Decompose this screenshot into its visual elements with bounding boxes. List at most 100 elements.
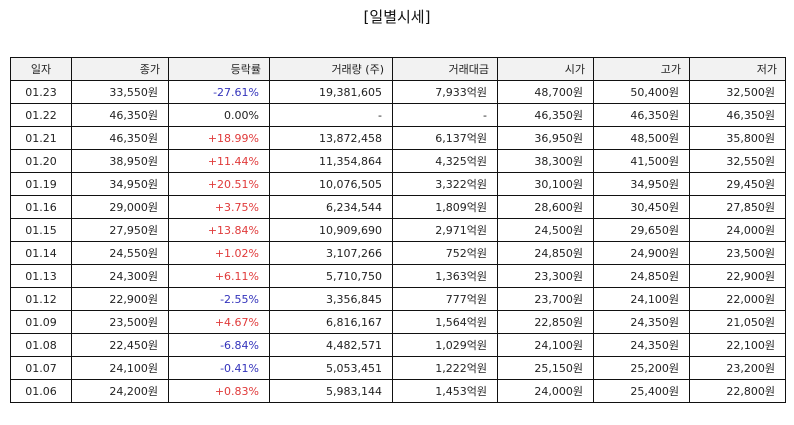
cell-low: 22,900원 bbox=[689, 264, 786, 288]
cell-low: 22,000원 bbox=[689, 287, 786, 311]
cell-date: 01.12 bbox=[10, 287, 72, 311]
cell-high: 48,500원 bbox=[593, 126, 690, 150]
cell-low: 46,350원 bbox=[689, 103, 786, 127]
cell-volume: 4,482,571 bbox=[269, 333, 393, 357]
cell-close: 24,100원 bbox=[71, 356, 169, 380]
cell-change-rate: -6.84% bbox=[168, 333, 270, 357]
cell-open: 23,300원 bbox=[497, 264, 594, 288]
cell-open: 22,850원 bbox=[497, 310, 594, 334]
cell-volume: 10,909,690 bbox=[269, 218, 393, 242]
cell-low: 23,500원 bbox=[689, 241, 786, 265]
cell-volume: 10,076,505 bbox=[269, 172, 393, 196]
cell-trade-value: 777억원 bbox=[392, 287, 498, 311]
cell-high: 24,350원 bbox=[593, 333, 690, 357]
cell-change-rate: +1.02% bbox=[168, 241, 270, 265]
cell-date: 01.06 bbox=[10, 379, 72, 403]
cell-high: 46,350원 bbox=[593, 103, 690, 127]
daily-price-table: 일자 종가 등락률 거래량 (주) 거래대금 시가 고가 저가 01.23 33,… bbox=[10, 57, 786, 403]
cell-date: 01.09 bbox=[10, 310, 72, 334]
cell-volume: 5,053,451 bbox=[269, 356, 393, 380]
column-header-change-rate: 등락률 bbox=[168, 57, 270, 81]
cell-date: 01.21 bbox=[10, 126, 72, 150]
table-row: 01.06 24,200원 +0.83% 5,983,144 1,453억원 24,000… bbox=[10, 379, 786, 403]
table-header-row: 일자 종가 등락률 거래량 (주) 거래대금 시가 고가 저가 bbox=[10, 57, 786, 81]
cell-volume: 3,356,845 bbox=[269, 287, 393, 311]
column-header-open: 시가 bbox=[497, 57, 594, 81]
table-row: 01.23 33,550원 -27.61% 19,381,605 7,933억원 48,7… bbox=[10, 80, 786, 104]
column-header-high: 고가 bbox=[593, 57, 690, 81]
cell-volume: 19,381,605 bbox=[269, 80, 393, 104]
cell-change-rate: +4.67% bbox=[168, 310, 270, 334]
cell-volume: - bbox=[269, 103, 393, 127]
cell-low: 21,050원 bbox=[689, 310, 786, 334]
cell-volume: 5,983,144 bbox=[269, 379, 393, 403]
table-row: 01.22 46,350원 0.00% - -46,350원 46,350원 46,350원 bbox=[10, 103, 786, 127]
cell-volume: 11,354,864 bbox=[269, 149, 393, 173]
table-row: 01.13 24,300원 +6.11% 5,710,750 1,363억원 23,300… bbox=[10, 264, 786, 288]
cell-low: 22,100원 bbox=[689, 333, 786, 357]
cell-close: 23,500원 bbox=[71, 310, 169, 334]
cell-change-rate: -27.61% bbox=[168, 80, 270, 104]
cell-open: 24,850원 bbox=[497, 241, 594, 265]
cell-low: 23,200원 bbox=[689, 356, 786, 380]
table-row: 01.12 22,900원 -2.55% 3,356,845 777억원 23,700원 2… bbox=[10, 287, 786, 311]
cell-high: 34,950원 bbox=[593, 172, 690, 196]
table-row: 01.09 23,500원 +4.67% 6,816,167 1,564억원 22,850… bbox=[10, 310, 786, 334]
cell-trade-value: 2,971억원 bbox=[392, 218, 498, 242]
cell-date: 01.16 bbox=[10, 195, 72, 219]
cell-open: 24,500원 bbox=[497, 218, 594, 242]
cell-volume: 5,710,750 bbox=[269, 264, 393, 288]
column-header-volume: 거래량 (주) bbox=[269, 57, 393, 81]
cell-change-rate: +6.11% bbox=[168, 264, 270, 288]
cell-change-rate: -2.55% bbox=[168, 287, 270, 311]
cell-low: 24,000원 bbox=[689, 218, 786, 242]
cell-trade-value: 1,222억원 bbox=[392, 356, 498, 380]
cell-close: 24,300원 bbox=[71, 264, 169, 288]
column-header-date: 일자 bbox=[10, 57, 72, 81]
cell-open: 28,600원 bbox=[497, 195, 594, 219]
cell-high: 29,650원 bbox=[593, 218, 690, 242]
cell-low: 35,800원 bbox=[689, 126, 786, 150]
cell-volume: 13,872,458 bbox=[269, 126, 393, 150]
cell-trade-value: 1,029억원 bbox=[392, 333, 498, 357]
cell-change-rate: -0.41% bbox=[168, 356, 270, 380]
cell-open: 30,100원 bbox=[497, 172, 594, 196]
cell-high: 24,100원 bbox=[593, 287, 690, 311]
cell-date: 01.15 bbox=[10, 218, 72, 242]
cell-high: 24,900원 bbox=[593, 241, 690, 265]
cell-date: 01.19 bbox=[10, 172, 72, 196]
cell-date: 01.22 bbox=[10, 103, 72, 127]
cell-date: 01.13 bbox=[10, 264, 72, 288]
table-row: 01.15 27,950원 +13.84% 10,909,690 2,971억원 24,5… bbox=[10, 218, 786, 242]
cell-trade-value: 1,363억원 bbox=[392, 264, 498, 288]
cell-trade-value: 6,137억원 bbox=[392, 126, 498, 150]
cell-close: 33,550원 bbox=[71, 80, 169, 104]
cell-open: 36,950원 bbox=[497, 126, 594, 150]
table-row: 01.14 24,550원 +1.02% 3,107,266 752억원 24,850원 2… bbox=[10, 241, 786, 265]
cell-high: 50,400원 bbox=[593, 80, 690, 104]
cell-low: 32,550원 bbox=[689, 149, 786, 173]
cell-change-rate: +0.83% bbox=[168, 379, 270, 403]
cell-trade-value: - bbox=[392, 103, 498, 127]
cell-open: 38,300원 bbox=[497, 149, 594, 173]
cell-close: 34,950원 bbox=[71, 172, 169, 196]
cell-trade-value: 4,325억원 bbox=[392, 149, 498, 173]
cell-high: 41,500원 bbox=[593, 149, 690, 173]
cell-open: 24,100원 bbox=[497, 333, 594, 357]
cell-date: 01.07 bbox=[10, 356, 72, 380]
cell-trade-value: 7,933억원 bbox=[392, 80, 498, 104]
cell-volume: 6,816,167 bbox=[269, 310, 393, 334]
cell-volume: 6,234,544 bbox=[269, 195, 393, 219]
cell-open: 46,350원 bbox=[497, 103, 594, 127]
cell-trade-value: 752억원 bbox=[392, 241, 498, 265]
table-row: 01.16 29,000원 +3.75% 6,234,544 1,809억원 28,600… bbox=[10, 195, 786, 219]
cell-change-rate: 0.00% bbox=[168, 103, 270, 127]
cell-high: 25,200원 bbox=[593, 356, 690, 380]
cell-high: 24,850원 bbox=[593, 264, 690, 288]
cell-open: 24,000원 bbox=[497, 379, 594, 403]
cell-trade-value: 1,564억원 bbox=[392, 310, 498, 334]
column-header-close: 종가 bbox=[71, 57, 169, 81]
cell-low: 29,450원 bbox=[689, 172, 786, 196]
table-row: 01.19 34,950원 +20.51% 10,076,505 3,322억원 30,1… bbox=[10, 172, 786, 196]
cell-open: 25,150원 bbox=[497, 356, 594, 380]
